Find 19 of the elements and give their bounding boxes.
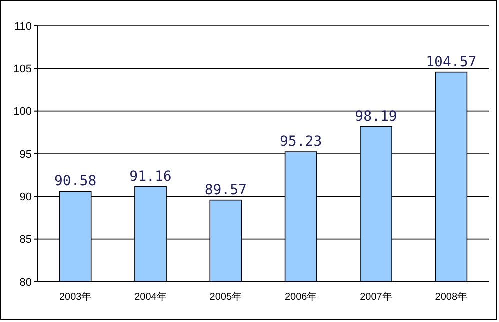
data-label: 98.19 — [355, 108, 398, 125]
data-label: 90.58 — [54, 174, 97, 190]
y-tick-label: 100 — [14, 106, 32, 118]
y-tick-label: 105 — [14, 64, 32, 76]
data-label: 89.57 — [204, 182, 247, 198]
x-tick-label: 2008年 — [435, 291, 468, 303]
y-tick-label: 110 — [14, 20, 32, 33]
x-tick-label: 2005年 — [210, 291, 242, 303]
data-label: 91.16 — [130, 168, 172, 185]
x-tick-label: 2006年 — [284, 291, 318, 303]
x-tick-label: 2004年 — [134, 291, 167, 303]
y-tick-label: 80 — [20, 276, 32, 289]
y-tick-label: 95 — [20, 148, 32, 161]
y-tick-label: 90 — [20, 192, 32, 204]
x-tick-label: 2003年 — [59, 291, 92, 303]
data-label: 104.57 — [426, 54, 477, 70]
y-tick-label: 85 — [20, 234, 32, 246]
x-tick-label: 2007年 — [360, 291, 392, 303]
data-label: 95.23 — [280, 134, 322, 150]
